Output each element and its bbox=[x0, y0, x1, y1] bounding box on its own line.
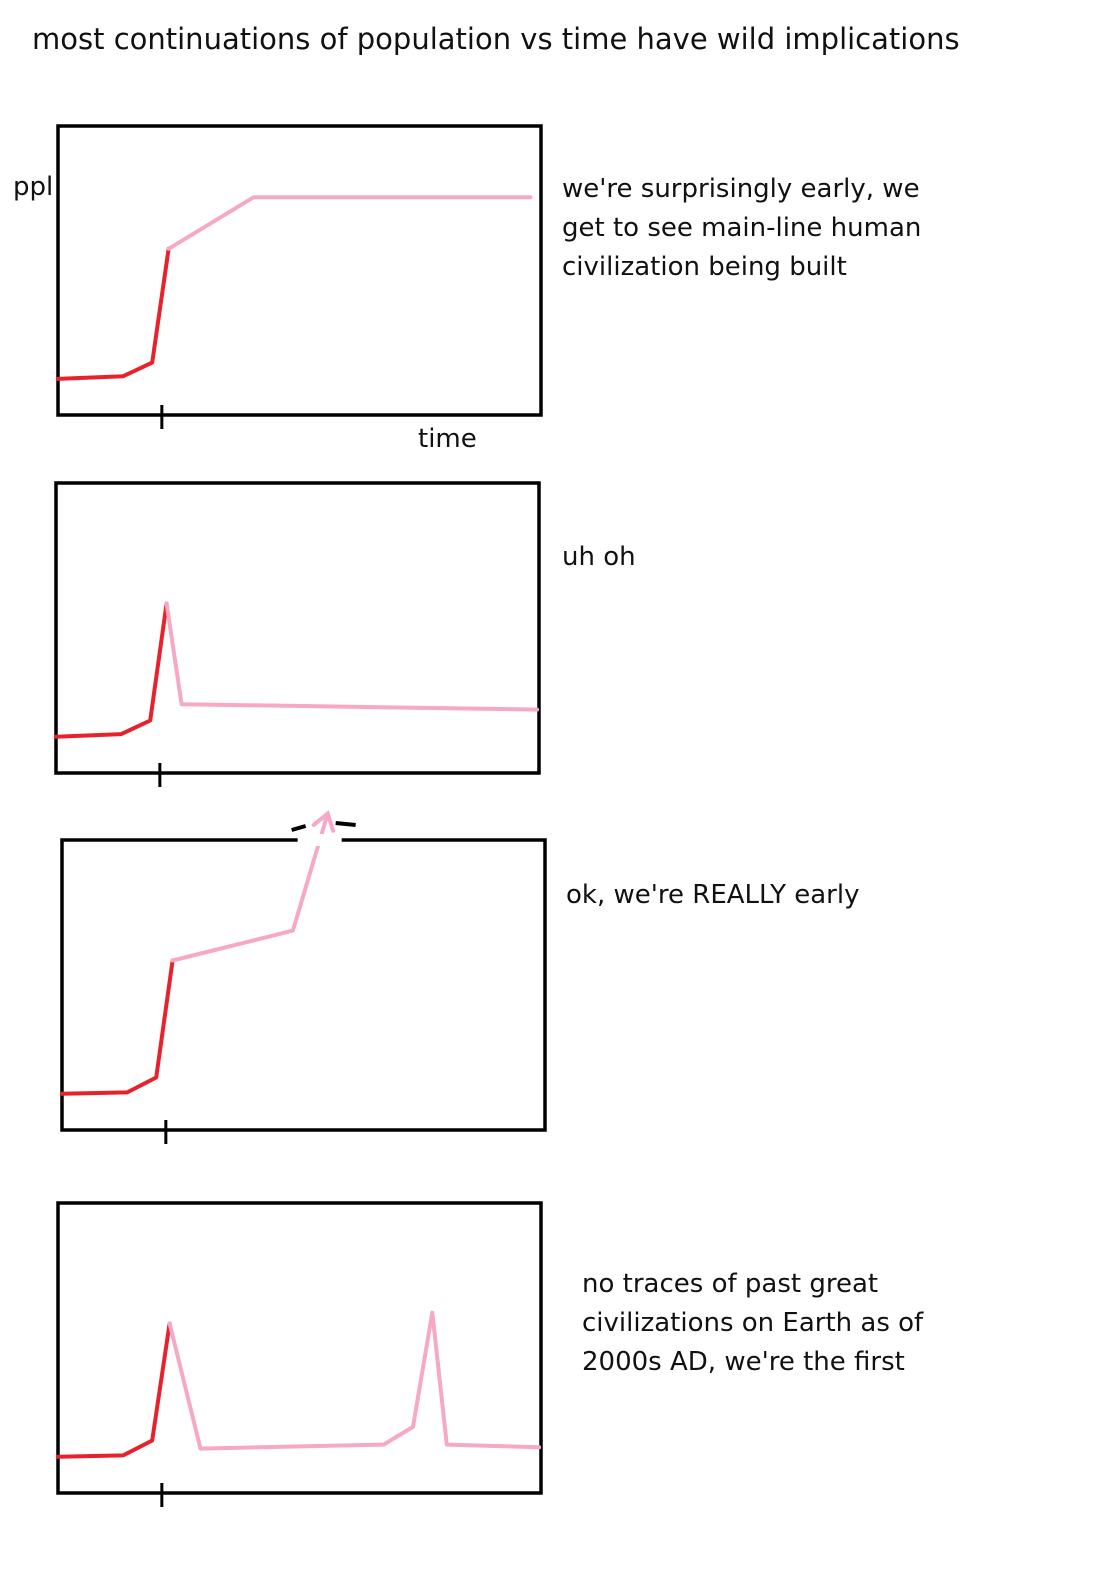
arrow-head-icon bbox=[311, 810, 336, 833]
chart-frame bbox=[56, 1201, 543, 1495]
chart-1 bbox=[56, 124, 543, 429]
chart-4 bbox=[56, 1201, 543, 1507]
y-axis-label: ppl bbox=[13, 172, 54, 202]
series-history-line bbox=[56, 1321, 172, 1459]
x-axis-label: time bbox=[418, 424, 477, 454]
frame-fragment-right bbox=[335, 821, 356, 827]
caption-chart-1: we're surprisingly early, we get to see … bbox=[562, 174, 922, 282]
chart-2 bbox=[54, 481, 541, 787]
page-title: most continuations of population vs time… bbox=[32, 22, 960, 56]
chart-frame bbox=[56, 124, 543, 417]
frame-fragment-left bbox=[291, 824, 307, 832]
chart-frame bbox=[54, 481, 541, 775]
chart-3 bbox=[60, 810, 547, 1144]
series-history-line bbox=[60, 958, 175, 1096]
series-continuation-line bbox=[166, 195, 533, 251]
caption-chart-2: uh oh bbox=[562, 542, 636, 572]
series-history-line bbox=[54, 601, 169, 739]
series-continuation-line bbox=[167, 1310, 542, 1451]
frame-break bbox=[297, 834, 342, 846]
series-history-line bbox=[56, 246, 171, 381]
series-continuation-line bbox=[164, 601, 540, 712]
caption-chart-4: no traces of past great civilizations on… bbox=[582, 1269, 924, 1377]
caption-chart-3: ok, we're REALLY early bbox=[566, 880, 860, 910]
series-continuation-line bbox=[170, 811, 330, 963]
